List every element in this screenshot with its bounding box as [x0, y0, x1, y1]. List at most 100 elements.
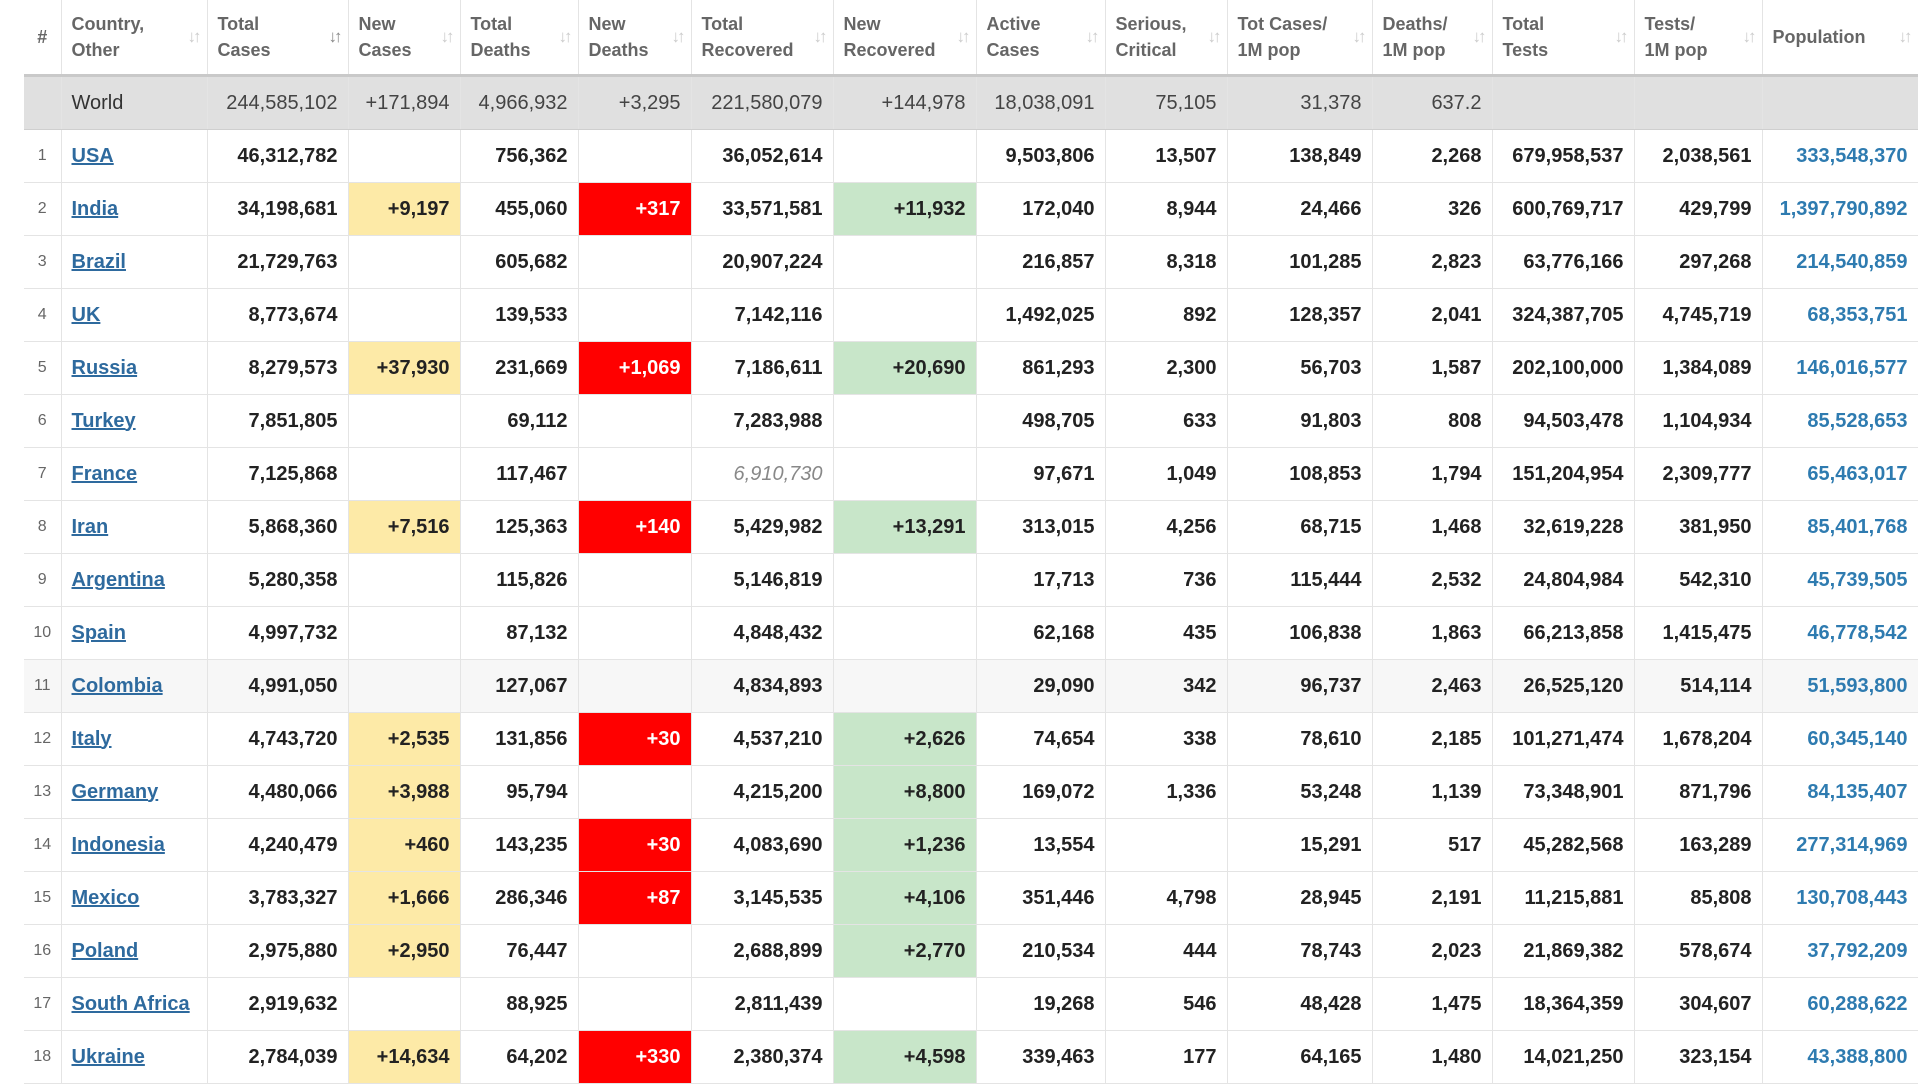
sort-arrows-icon[interactable]: ↓↑ [1352, 27, 1367, 46]
sort-arrows-icon[interactable]: ↓↑ [1742, 27, 1757, 46]
covid-table-container: # Country, Other ↓↑ Total Cases ↓↑ New Cases ↓… [24, 0, 1918, 1084]
country-cell: South Africa [61, 977, 208, 1031]
cell-serious-critical: 2,300 [1105, 341, 1228, 395]
cell-new-recovered: +8,800 [833, 765, 977, 819]
country-link[interactable]: Colombia [71, 674, 163, 697]
cell-population[interactable]: 37,792,209 [1762, 924, 1918, 978]
column-header-5[interactable]: New Deaths ↓↑ [578, 0, 692, 77]
cell-deaths-per-1m: 1,475 [1372, 977, 1493, 1031]
column-header-12[interactable]: Total Tests ↓↑ [1492, 0, 1635, 77]
country-link[interactable]: Turkey [71, 409, 136, 432]
country-link[interactable]: Iran [71, 515, 109, 538]
cell-active-cases: 97,671 [976, 447, 1106, 501]
sort-arrows-icon[interactable]: ↓↑ [1207, 27, 1222, 46]
cell-deaths-per-1m: 808 [1372, 394, 1493, 448]
country-link[interactable]: South Africa [71, 992, 190, 1015]
column-header-3[interactable]: New Cases ↓↑ [348, 0, 461, 77]
cell-cases-per-1m: 101,285 [1227, 235, 1373, 289]
column-header-2[interactable]: Total Cases ↓↑ [207, 0, 349, 77]
sort-arrows-icon[interactable]: ↓↑ [187, 27, 202, 46]
cell-population[interactable]: 51,593,800 [1762, 659, 1918, 713]
cell-population[interactable]: 65,463,017 [1762, 447, 1918, 501]
sort-arrows-icon[interactable]: ↓↑ [1472, 27, 1487, 46]
cell-population[interactable]: 46,778,542 [1762, 606, 1918, 660]
cell-population[interactable]: 84,135,407 [1762, 765, 1918, 819]
country-link[interactable]: Mexico [71, 886, 140, 909]
cell-total-recovered: 36,052,614 [691, 129, 834, 183]
country-link[interactable]: UK [71, 303, 101, 326]
table-row: 2 India 34,198,681 +9,197 455,060 +317 33,571,… [24, 182, 1918, 236]
country-link[interactable]: Poland [71, 939, 139, 962]
column-header-label: Total Tests [1502, 14, 1549, 60]
sort-arrows-icon[interactable]: ↓↑ [1898, 27, 1913, 46]
row-index: 13 [24, 765, 62, 819]
column-header-13[interactable]: Tests/ 1M pop ↓↑ [1634, 0, 1763, 77]
column-header-label: Total Deaths [470, 14, 531, 60]
cell-population[interactable]: 68,353,751 [1762, 288, 1918, 342]
cell-deaths-per-1m: 2,185 [1372, 712, 1493, 766]
column-header-14[interactable]: Population ↓↑ [1762, 0, 1918, 77]
country-link[interactable]: Brazil [71, 250, 126, 273]
cell-new-cases: +460 [348, 818, 461, 872]
cell-new-deaths: +87 [578, 871, 692, 925]
sort-arrows-icon[interactable]: ↓↑ [671, 27, 686, 46]
column-header-4[interactable]: Total Deaths ↓↑ [460, 0, 579, 77]
country-link[interactable]: Italy [71, 727, 112, 750]
column-header-label: New Deaths [588, 14, 649, 60]
sort-active-icon[interactable]: ↓↑ [328, 27, 343, 46]
cell-total-recovered: 4,537,210 [691, 712, 834, 766]
cell-new-cases: +9,197 [348, 182, 461, 236]
sort-arrows-icon[interactable]: ↓↑ [558, 27, 573, 46]
country-cell: Iran [61, 500, 208, 554]
column-header-7[interactable]: New Recovered ↓↑ [833, 0, 977, 77]
country-link[interactable]: USA [71, 144, 114, 167]
column-header-9[interactable]: Serious, Critical ↓↑ [1105, 0, 1228, 77]
cell-tests-per-1m: 871,796 [1634, 765, 1763, 819]
cell-new-cases [348, 606, 461, 660]
sort-arrows-icon[interactable]: ↓↑ [813, 27, 828, 46]
cell-population[interactable]: 214,540,859 [1762, 235, 1918, 289]
cell-population[interactable]: 277,314,969 [1762, 818, 1918, 872]
cell-new-recovered: +20,690 [833, 341, 977, 395]
country-link[interactable]: France [71, 462, 138, 485]
country-link[interactable]: Russia [71, 356, 138, 379]
cell-population[interactable]: 85,528,653 [1762, 394, 1918, 448]
cell-population[interactable]: 146,016,577 [1762, 341, 1918, 395]
country-link[interactable]: Indonesia [71, 833, 165, 856]
country-link[interactable]: Argentina [71, 568, 165, 591]
cell-total-cases: 4,997,732 [207, 606, 349, 660]
cell-population[interactable]: 60,288,622 [1762, 977, 1918, 1031]
column-header-10[interactable]: Tot Cases/ 1M pop ↓↑ [1227, 0, 1373, 77]
sort-arrows-icon[interactable]: ↓↑ [1614, 27, 1629, 46]
cell-population[interactable]: 1,397,790,892 [1762, 182, 1918, 236]
column-header-1[interactable]: Country, Other ↓↑ [61, 0, 208, 77]
country-link[interactable]: Spain [71, 621, 126, 644]
cell-total-recovered: 4,848,432 [691, 606, 834, 660]
sort-arrows-icon[interactable]: ↓↑ [956, 27, 971, 46]
country-link[interactable]: India [71, 197, 119, 220]
cell-active-cases: 9,503,806 [976, 129, 1106, 183]
cell-cases-per-1m: 108,853 [1227, 447, 1373, 501]
column-header-8[interactable]: Active Cases ↓↑ [976, 0, 1106, 77]
sort-arrows-icon[interactable]: ↓↑ [440, 27, 455, 46]
cell-total-deaths: 125,363 [460, 500, 579, 554]
cell-total-recovered: 7,142,116 [691, 288, 834, 342]
column-header-11[interactable]: Deaths/ 1M pop ↓↑ [1372, 0, 1493, 77]
cell-population[interactable]: 85,401,768 [1762, 500, 1918, 554]
country-link[interactable]: Germany [71, 780, 159, 803]
cell-population[interactable]: 45,739,505 [1762, 553, 1918, 607]
cell-population[interactable]: 43,388,800 [1762, 1030, 1918, 1084]
cell-population[interactable]: 333,548,370 [1762, 129, 1918, 183]
world-total-cases: 244,585,102 [207, 75, 349, 130]
sort-arrows-icon[interactable]: ↓↑ [1085, 27, 1100, 46]
world-active-cases: 18,038,091 [976, 75, 1106, 130]
cell-total-cases: 4,743,720 [207, 712, 349, 766]
cell-population[interactable]: 130,708,443 [1762, 871, 1918, 925]
cell-total-recovered: 7,186,611 [691, 341, 834, 395]
column-header-6[interactable]: Total Recovered ↓↑ [691, 0, 834, 77]
cell-new-recovered [833, 977, 977, 1031]
cell-population[interactable]: 60,345,140 [1762, 712, 1918, 766]
country-link[interactable]: Ukraine [71, 1045, 145, 1068]
cell-new-cases: +1,666 [348, 871, 461, 925]
column-header-label: Tot Cases/ 1M pop [1237, 14, 1328, 60]
